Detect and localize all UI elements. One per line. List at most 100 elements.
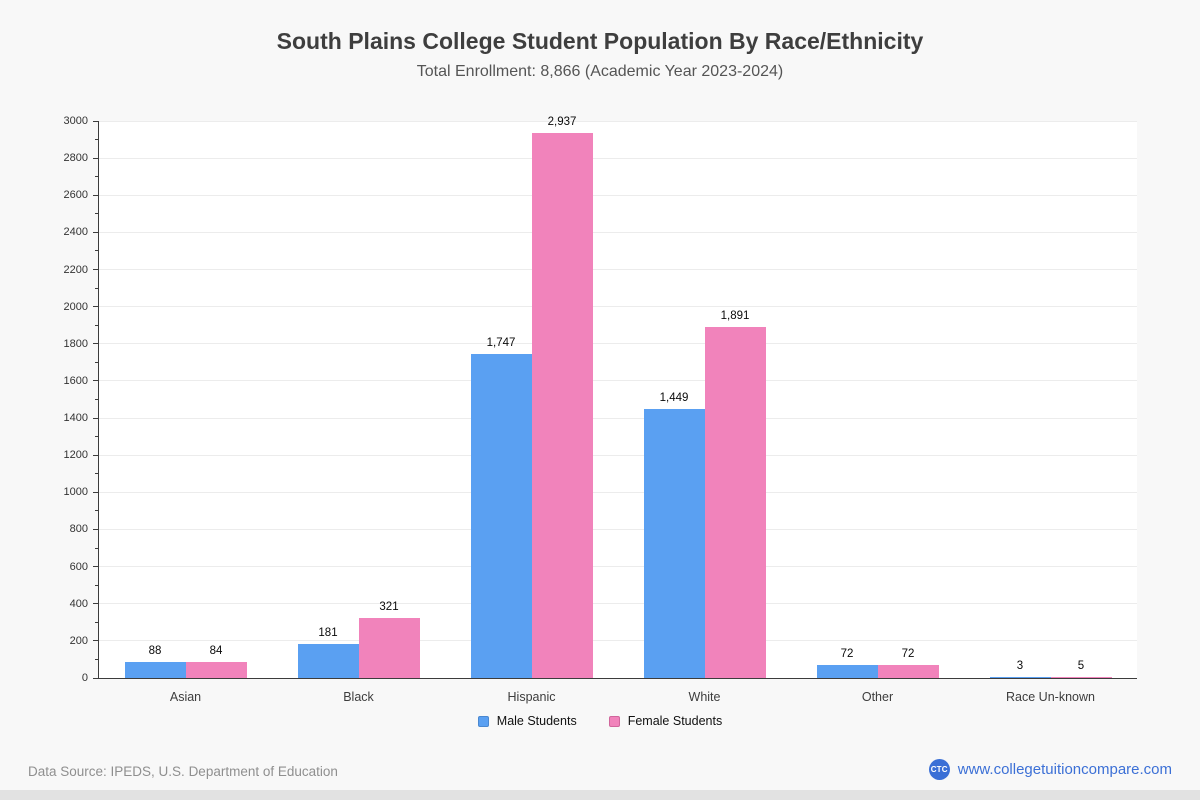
bar-male-hispanic bbox=[470, 353, 532, 678]
y-axis-major-tick bbox=[93, 157, 99, 159]
bar-value-label: 1,747 bbox=[486, 336, 516, 349]
x-axis-category-label: Black bbox=[343, 690, 374, 704]
y-axis-tick-label: 600 bbox=[69, 560, 88, 573]
gridline bbox=[99, 380, 1137, 382]
y-axis-tick-label: 3000 bbox=[63, 115, 88, 127]
gridline bbox=[99, 566, 1137, 568]
y-axis-minor-tick bbox=[95, 176, 99, 178]
y-axis-tick-label: 1800 bbox=[63, 337, 88, 350]
bar-male-asian bbox=[124, 661, 186, 678]
bar-value-label: 88 bbox=[148, 644, 162, 657]
gridline bbox=[99, 640, 1137, 642]
y-axis-major-tick bbox=[93, 603, 99, 605]
legend: Male Students Female Students bbox=[0, 714, 1200, 728]
y-axis-tick-label: 2200 bbox=[63, 263, 88, 276]
y-axis-major-tick bbox=[93, 194, 99, 196]
website-branding[interactable]: CTC www.collegetuitioncompare.com bbox=[928, 759, 1172, 780]
bar-female-other bbox=[877, 664, 939, 678]
y-axis-tick-label: 2800 bbox=[63, 152, 88, 165]
legend-item-male-students: Male Students bbox=[477, 714, 577, 728]
y-axis-minor-tick bbox=[95, 436, 99, 438]
y-axis-major-tick bbox=[93, 269, 99, 271]
y-axis-major-tick bbox=[93, 231, 99, 233]
bar-female-black bbox=[358, 618, 420, 678]
bar-male-black bbox=[297, 644, 359, 678]
gridline bbox=[99, 269, 1137, 271]
gridline bbox=[99, 157, 1137, 159]
y-axis-tick-label: 400 bbox=[69, 597, 88, 610]
bar-female-asian bbox=[185, 662, 247, 678]
y-axis-major-tick bbox=[93, 306, 99, 308]
bar-male-race-un-known bbox=[989, 677, 1051, 678]
gridline bbox=[99, 343, 1137, 345]
bar-value-label: 321 bbox=[379, 601, 399, 614]
y-axis-minor-tick bbox=[95, 399, 99, 400]
y-axis-tick-label: 2400 bbox=[63, 226, 88, 239]
y-axis-major-tick bbox=[93, 528, 99, 530]
y-axis-minor-tick bbox=[95, 287, 99, 289]
y-axis-minor-tick bbox=[95, 584, 99, 586]
y-axis-tick-label: 200 bbox=[69, 634, 88, 647]
gridline bbox=[99, 454, 1137, 456]
gridline bbox=[99, 194, 1137, 196]
y-axis-minor-tick bbox=[95, 213, 99, 215]
y-axis-minor-tick bbox=[95, 621, 99, 623]
gridline bbox=[99, 120, 1137, 122]
bar-value-label: 84 bbox=[209, 645, 223, 658]
y-axis-major-tick bbox=[93, 454, 99, 456]
y-axis-major-tick bbox=[93, 566, 99, 568]
bar-value-label: 1,891 bbox=[720, 309, 750, 322]
chart-subtitle: Total Enrollment: 8,866 (Academic Year 2… bbox=[416, 63, 784, 80]
y-axis-minor-tick bbox=[95, 658, 99, 660]
website-link[interactable]: www.collegetuitioncompare.com bbox=[957, 761, 1172, 778]
y-axis-major-tick bbox=[93, 120, 99, 122]
x-axis-category-label: Other bbox=[861, 690, 894, 704]
bar-male-other bbox=[816, 664, 878, 678]
x-axis-category-label: Asian bbox=[169, 690, 202, 704]
gridline bbox=[99, 603, 1137, 605]
legend-label: Male Students bbox=[496, 714, 577, 728]
y-axis-tick-label: 0 bbox=[81, 672, 88, 684]
bar-female-race-un-known bbox=[1050, 677, 1112, 678]
y-axis-tick-label: 1400 bbox=[63, 412, 88, 425]
y-axis-tick-label: 800 bbox=[69, 523, 88, 536]
bar-value-label: 3 bbox=[1016, 660, 1024, 672]
gridline bbox=[99, 231, 1137, 233]
bar-female-white bbox=[704, 326, 766, 678]
bar-value-label: 5 bbox=[1077, 660, 1085, 672]
y-axis-minor-tick bbox=[95, 250, 99, 252]
y-axis-minor-tick bbox=[95, 473, 99, 475]
y-axis-major-tick bbox=[93, 491, 99, 493]
bar-value-label: 72 bbox=[840, 647, 854, 660]
legend-swatch-icon bbox=[477, 715, 489, 727]
ctc-logo-icon[interactable]: CTC bbox=[928, 759, 950, 780]
y-axis-minor-tick bbox=[95, 139, 99, 141]
y-axis-minor-tick bbox=[95, 547, 99, 549]
x-axis-category-label: Race Un-known bbox=[1006, 690, 1095, 704]
bar-value-label: 181 bbox=[318, 627, 338, 640]
y-axis-major-tick bbox=[93, 677, 99, 679]
y-axis-tick-label: 1600 bbox=[63, 374, 88, 387]
y-axis-tick-label: 2000 bbox=[63, 300, 88, 313]
bar-value-label: 1,449 bbox=[659, 391, 689, 404]
y-axis-tick-label: 1000 bbox=[63, 486, 88, 499]
y-axis-major-tick bbox=[93, 380, 99, 382]
gridline bbox=[99, 528, 1137, 530]
y-axis-major-tick bbox=[93, 343, 99, 345]
data-source-text: Data Source: IPEDS, U.S. Department of E… bbox=[28, 764, 338, 779]
legend-item-female-students: Female Students bbox=[608, 714, 722, 728]
gridline bbox=[99, 306, 1137, 308]
gridline bbox=[99, 491, 1137, 493]
legend-swatch-icon bbox=[608, 715, 620, 727]
bar-male-white bbox=[643, 408, 705, 678]
x-axis-category-label: White bbox=[688, 690, 721, 704]
gridline bbox=[99, 417, 1137, 419]
y-axis-minor-tick bbox=[95, 324, 99, 326]
bar-value-label: 2,937 bbox=[547, 115, 577, 128]
y-axis-minor-tick bbox=[95, 361, 99, 363]
bar-value-label: 72 bbox=[901, 647, 915, 660]
y-axis-minor-tick bbox=[95, 510, 99, 512]
chart-title: South Plains College Student Population … bbox=[276, 28, 924, 54]
y-axis-tick-label: 1200 bbox=[63, 449, 88, 462]
